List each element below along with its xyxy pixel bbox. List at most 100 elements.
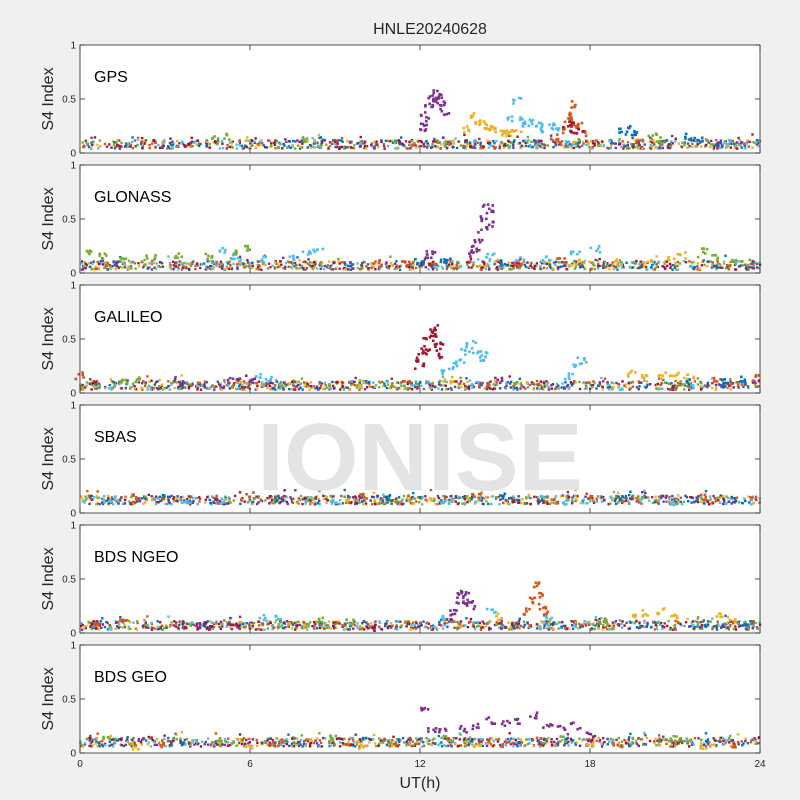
data-point — [714, 253, 717, 257]
data-point — [563, 503, 566, 506]
data-point — [447, 112, 451, 115]
data-point — [684, 494, 687, 498]
data-point — [657, 620, 660, 623]
data-point — [609, 263, 612, 267]
data-point — [638, 626, 642, 629]
data-point — [291, 622, 295, 625]
data-point — [628, 497, 632, 500]
data-point — [547, 386, 550, 389]
data-point — [534, 125, 538, 128]
data-point — [649, 266, 653, 269]
data-point — [501, 141, 504, 145]
data-point — [693, 380, 697, 383]
data-point — [550, 126, 554, 130]
data-point — [88, 252, 91, 256]
data-point — [647, 134, 651, 138]
data-point — [425, 380, 428, 383]
data-point — [722, 262, 726, 265]
data-point — [314, 620, 318, 623]
data-point — [196, 139, 200, 143]
data-point — [95, 495, 99, 498]
data-point — [669, 145, 672, 148]
data-point — [682, 500, 686, 504]
data-point — [467, 385, 471, 389]
data-point — [225, 133, 229, 137]
data-point — [539, 494, 543, 498]
data-point — [669, 266, 672, 270]
data-point — [215, 502, 218, 505]
data-point — [709, 620, 712, 623]
data-point — [477, 492, 481, 496]
data-point — [483, 127, 487, 130]
data-point — [620, 263, 623, 266]
data-point — [161, 497, 164, 500]
data-point — [428, 386, 431, 389]
data-point — [178, 388, 181, 391]
data-point — [611, 385, 614, 389]
data-point — [304, 502, 307, 505]
data-point — [469, 257, 473, 261]
data-point — [184, 265, 188, 269]
data-point — [334, 140, 337, 144]
data-point — [418, 496, 421, 499]
data-point — [485, 387, 489, 391]
data-point — [548, 263, 552, 266]
data-point — [607, 388, 611, 391]
data-point — [571, 496, 574, 499]
data-point — [369, 622, 373, 625]
data-point — [423, 111, 427, 114]
data-point — [591, 385, 594, 389]
data-point — [730, 502, 733, 505]
data-point — [608, 264, 611, 268]
data-point — [121, 378, 124, 382]
data-point — [556, 129, 560, 132]
data-point — [251, 624, 254, 628]
data-point — [564, 377, 567, 381]
data-point — [433, 250, 437, 254]
data-point — [358, 628, 362, 631]
data-point — [391, 141, 395, 144]
data-point — [371, 503, 374, 506]
data-point — [347, 268, 350, 271]
data-point — [734, 268, 738, 271]
data-point — [523, 502, 527, 505]
data-point — [355, 502, 359, 505]
data-point — [526, 135, 530, 139]
data-point — [643, 489, 646, 492]
data-point — [81, 500, 85, 503]
data-point — [571, 262, 574, 265]
data-point — [581, 265, 585, 268]
data-point — [738, 144, 742, 147]
data-point — [429, 328, 432, 331]
data-point — [234, 249, 238, 253]
data-point — [110, 380, 114, 383]
data-point — [275, 498, 279, 502]
data-point — [578, 622, 581, 626]
data-point — [194, 496, 197, 500]
data-point — [722, 260, 726, 263]
data-point — [110, 388, 113, 391]
data-point — [298, 623, 301, 627]
data-point — [112, 143, 116, 146]
data-point — [591, 496, 594, 500]
data-point — [579, 502, 583, 505]
data-point — [620, 622, 623, 625]
data-point — [385, 495, 389, 499]
data-point — [127, 627, 131, 631]
data-point — [512, 388, 515, 391]
data-point — [114, 260, 118, 263]
data-point — [408, 140, 411, 144]
data-point — [440, 96, 443, 100]
data-point — [88, 496, 92, 499]
data-point — [675, 373, 679, 377]
data-point — [464, 147, 467, 150]
data-point — [622, 266, 625, 269]
data-point — [537, 141, 541, 144]
data-point — [356, 499, 360, 502]
data-point — [257, 501, 260, 504]
data-point — [704, 495, 708, 499]
data-point — [322, 138, 325, 141]
data-point — [262, 261, 266, 265]
data-point — [142, 263, 146, 267]
data-point — [686, 499, 690, 503]
